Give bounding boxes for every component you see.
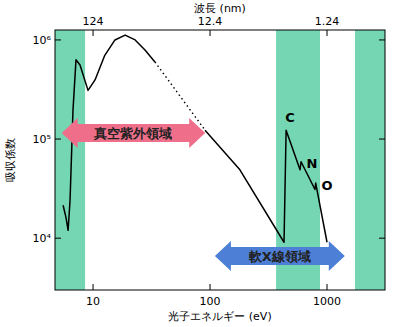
y-tick-label: 10⁴ [33,232,52,245]
y-tick-label: 10⁵ [33,133,51,146]
y-tick [379,238,385,239]
edge-label: O [321,178,332,193]
plot-frame [55,30,385,290]
y-tick [379,139,385,140]
x2-tick [327,30,328,36]
x-tick [210,284,211,290]
page: {"chart_data": { "type": "line", "xlabel… [0,0,400,327]
y-tick [379,39,385,40]
chart: 10 100 1000 124 12.4 1.24 10⁴ 10⁵ 10⁶ 光子エネルギー (eV… [0,0,400,327]
arrow-label: 軟X線領域 [248,249,311,264]
edge-label: N [307,156,318,171]
x2-axis-label: 波長 (nm) [194,2,246,15]
x-tick [327,284,328,290]
range-arrow [215,241,345,271]
curve [155,62,205,130]
range-arrow [62,118,206,148]
band [355,30,385,290]
x2-tick [210,30,211,36]
bands [55,30,385,290]
y-tick [55,238,61,239]
curve [205,130,327,242]
y-tick [55,39,61,40]
y-axis-label: 吸収係数 [4,138,17,182]
x-tick [93,284,94,290]
x-tick-label: 10 [86,295,100,308]
x-tick-label: 1000 [313,295,341,308]
x2-tick-label: 124 [83,15,104,28]
x-axis-label: 光子エネルギー (eV) [168,310,271,323]
y-tick [55,139,61,140]
x2-tick [93,30,94,36]
y-tick-label: 10⁶ [33,34,52,47]
x-tick-label: 100 [200,295,221,308]
edge-label: C [285,110,295,125]
x2-tick-label: 1.24 [315,15,340,28]
arrow-label: 真空紫外領域 [93,126,172,141]
x2-tick-label: 12.4 [198,15,223,28]
